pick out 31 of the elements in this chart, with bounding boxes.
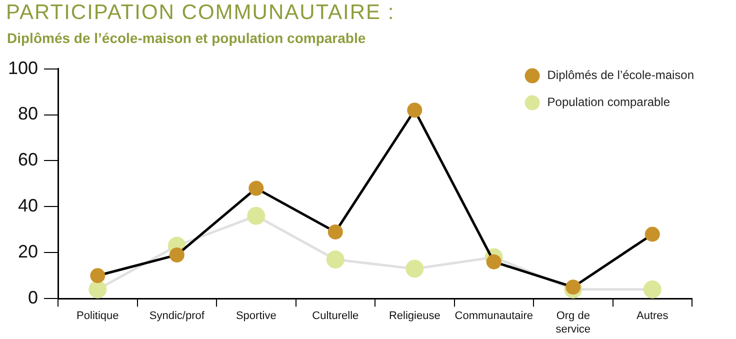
x-tick-label: Org de service [556,310,591,336]
point [328,224,343,240]
point [566,280,581,295]
chart-subtitle: Diplômés de l’école-maison et population comparable [7,30,366,46]
point [169,247,184,262]
point [248,180,264,196]
x-tick-label: Culturelle [312,310,359,322]
legend-label: Population comparable [547,95,670,110]
point [644,226,660,242]
point [406,260,424,278]
point [407,102,422,118]
point [90,268,106,284]
point [247,206,266,225]
y-tick-label: 0 [28,288,38,308]
x-tick-label: Syndic/prof [149,310,206,322]
y-tick-label: 80 [18,104,38,124]
point [486,254,502,270]
x-tick-label: Sportive [236,310,276,322]
chart-title: PARTICIPATION COMMUNAUTAIRE : [6,1,395,25]
legend-label: Diplômés de l’école-maison [547,68,694,82]
point [643,280,662,298]
y-tick-label: 100 [8,58,38,78]
x-tick-label: Communautaire [454,310,534,322]
x-tick-label: Religieuse [388,310,440,322]
point [88,280,107,298]
x-tick-label: Politique [76,310,119,322]
point [326,250,344,269]
y-tick-label: 40 [18,196,38,216]
y-tick-label: 20 [18,242,38,262]
x-tick-label: Autres [636,310,669,322]
y-tick-label: 60 [18,150,38,170]
